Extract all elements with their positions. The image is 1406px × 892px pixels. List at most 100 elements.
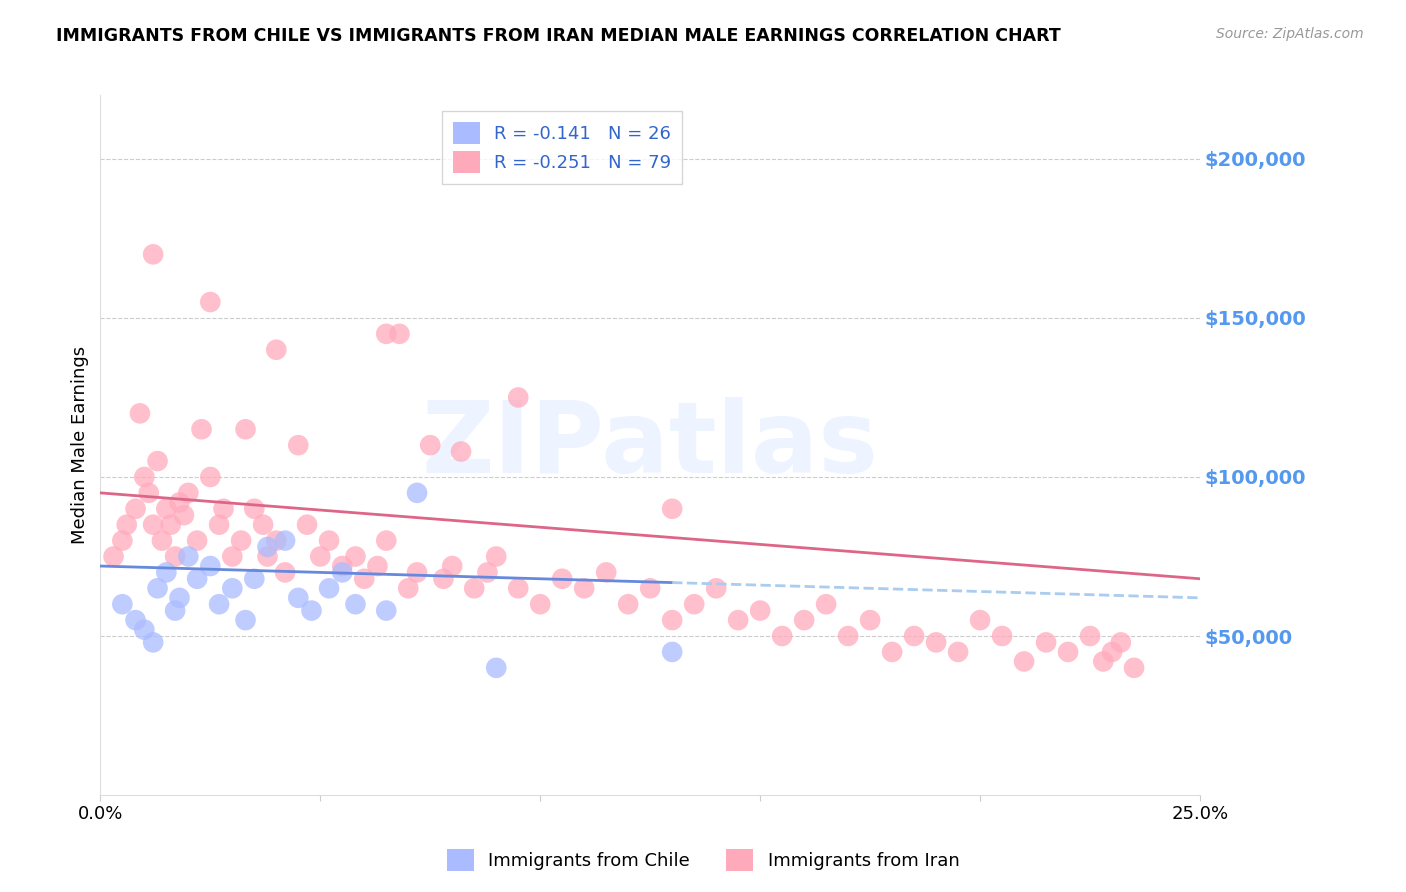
Point [1035, 635, 1057, 649]
Point [388, 326, 411, 341]
Point [229, 533, 252, 548]
Point [243, 501, 266, 516]
Point [208, 597, 231, 611]
Point [661, 613, 683, 627]
Point [815, 597, 838, 611]
Point [221, 582, 243, 596]
Point [1101, 645, 1123, 659]
Point [882, 645, 904, 659]
Point [134, 470, 156, 484]
Point [749, 604, 772, 618]
Point [529, 597, 551, 611]
Point [903, 629, 925, 643]
Point [1057, 645, 1080, 659]
Point [925, 635, 948, 649]
Point [266, 343, 288, 357]
Point [146, 582, 169, 596]
Point [704, 582, 727, 596]
Point [256, 549, 278, 564]
Point [1078, 629, 1101, 643]
Point [770, 629, 793, 643]
Point [111, 533, 134, 548]
Point [103, 549, 125, 564]
Point [396, 582, 419, 596]
Point [150, 533, 173, 548]
Point [485, 661, 508, 675]
Point [243, 572, 266, 586]
Text: ZIPatlas: ZIPatlas [422, 397, 879, 493]
Point [330, 566, 353, 580]
Point [177, 549, 200, 564]
Point [111, 597, 134, 611]
Point [344, 549, 367, 564]
Point [309, 549, 332, 564]
Text: IMMIGRANTS FROM CHILE VS IMMIGRANTS FROM IRAN MEDIAN MALE EARNINGS CORRELATION C: IMMIGRANTS FROM CHILE VS IMMIGRANTS FROM… [56, 27, 1062, 45]
Text: Source: ZipAtlas.com: Source: ZipAtlas.com [1216, 27, 1364, 41]
Point [186, 572, 208, 586]
Point [200, 559, 222, 574]
Point [375, 604, 398, 618]
Point [138, 486, 160, 500]
Point [295, 517, 318, 532]
Point [252, 517, 274, 532]
Point [177, 486, 200, 500]
Point [318, 582, 340, 596]
Point [159, 517, 181, 532]
Point [661, 501, 683, 516]
Point [683, 597, 706, 611]
Point [551, 572, 574, 586]
Point [508, 582, 530, 596]
Point [142, 517, 165, 532]
Point [406, 566, 429, 580]
Point [190, 422, 212, 436]
Point [165, 549, 187, 564]
Point [134, 623, 156, 637]
Point [173, 508, 195, 523]
Point [274, 566, 297, 580]
Point [375, 326, 398, 341]
Point [463, 582, 485, 596]
Point [212, 501, 235, 516]
Point [124, 501, 146, 516]
Point [200, 295, 222, 310]
Point [318, 533, 340, 548]
Point [200, 470, 222, 484]
Legend: R = -0.141   N = 26, R = -0.251   N = 79: R = -0.141 N = 26, R = -0.251 N = 79 [441, 112, 682, 185]
Point [142, 247, 165, 261]
Point [508, 391, 530, 405]
Point [165, 604, 187, 618]
Point [969, 613, 991, 627]
Point [155, 566, 177, 580]
Point [1109, 635, 1132, 649]
Point [574, 582, 596, 596]
Point [859, 613, 882, 627]
Point [638, 582, 661, 596]
Point [146, 454, 169, 468]
Point [221, 549, 243, 564]
Point [432, 572, 454, 586]
Point [441, 559, 464, 574]
Point [793, 613, 815, 627]
Point [450, 444, 472, 458]
Point [169, 495, 191, 509]
Point [1123, 661, 1146, 675]
Legend: Immigrants from Chile, Immigrants from Iran: Immigrants from Chile, Immigrants from I… [440, 842, 966, 879]
Point [235, 422, 257, 436]
Point [595, 566, 617, 580]
Point [477, 566, 499, 580]
Point [129, 406, 152, 420]
Point [344, 597, 367, 611]
Point [353, 572, 375, 586]
Point [155, 501, 177, 516]
Point [727, 613, 749, 627]
Point [419, 438, 441, 452]
Point [287, 591, 309, 605]
Point [1012, 655, 1035, 669]
Point [946, 645, 969, 659]
Point [991, 629, 1014, 643]
Point [256, 540, 278, 554]
Point [837, 629, 859, 643]
Point [208, 517, 231, 532]
Point [366, 559, 388, 574]
Point [287, 438, 309, 452]
